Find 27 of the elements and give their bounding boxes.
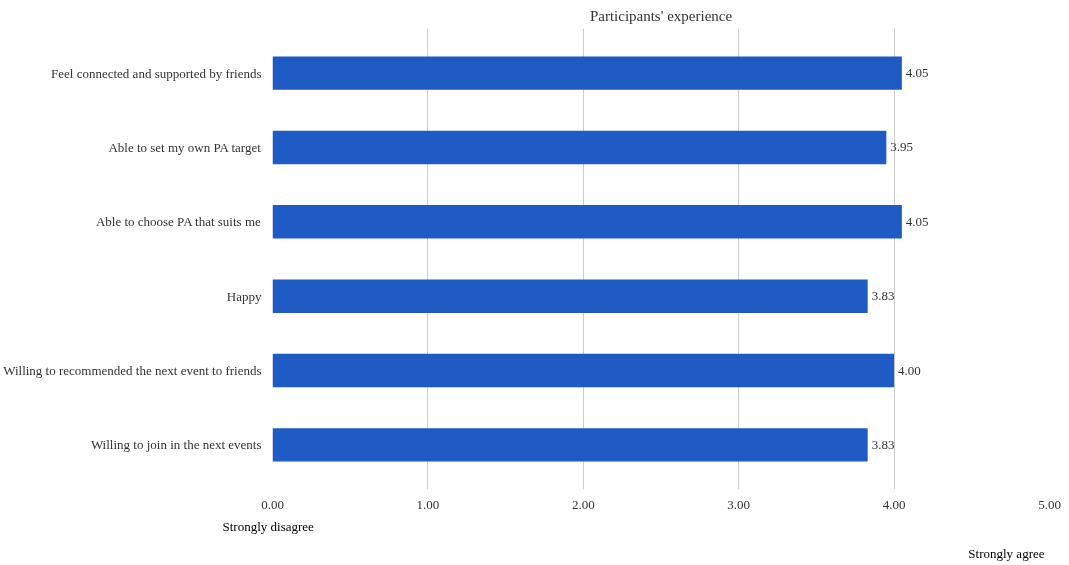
y-tick-label: Happy <box>226 288 262 304</box>
y-tick-label: Willing to recommended the next event to friends <box>3 363 262 379</box>
x-tick-label: 3.00 <box>727 496 751 512</box>
x-tick-label: 1.00 <box>416 496 440 512</box>
data-label: 3.95 <box>890 139 914 155</box>
y-tick-label: Able to choose PA that suits me <box>95 214 262 230</box>
bar <box>272 428 868 462</box>
x-tick-label: 0.00 <box>261 496 284 512</box>
chart-title: Participants' experience <box>589 7 733 24</box>
data-label: 3.83 <box>871 436 895 452</box>
y-tick-label: Feel connected and supported by friends <box>51 65 262 81</box>
text: Strongly agree <box>968 545 1045 561</box>
x-tick-label: 5.00 <box>1038 496 1061 512</box>
bar <box>272 130 887 165</box>
bar <box>272 279 868 313</box>
text: Strongly disagree <box>222 518 315 534</box>
data-label: 3.83 <box>871 288 895 304</box>
data-label: 4.05 <box>905 213 929 229</box>
bar <box>272 56 902 90</box>
x-tick-label: 2.00 <box>571 496 595 512</box>
bar <box>272 353 895 388</box>
data-label: 4.00 <box>898 362 921 378</box>
y-tick-label: Willing to join in the next events <box>90 437 262 453</box>
data-label: 4.05 <box>905 65 929 81</box>
y-tick-label: Able to set my own PA target <box>108 139 262 155</box>
bar <box>272 205 902 239</box>
x-tick-label: 4.00 <box>882 496 906 512</box>
